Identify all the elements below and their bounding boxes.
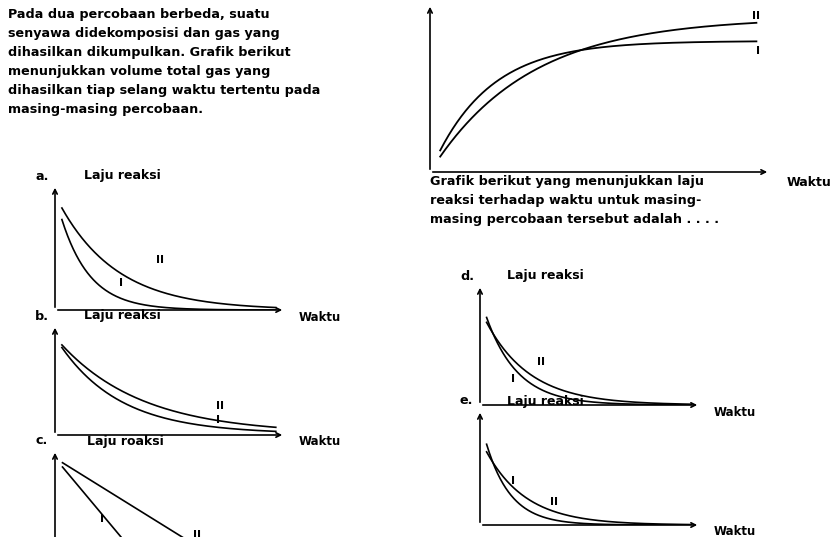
Text: Laju roaksi: Laju roaksi (87, 434, 164, 447)
Text: Laju reaksi: Laju reaksi (84, 309, 160, 323)
Text: II: II (752, 11, 760, 21)
Text: Laju reaksi: Laju reaksi (84, 170, 160, 183)
Text: I: I (100, 514, 104, 524)
Text: Pada dua percobaan berbeda, suatu
senyawa didekomposisi dan gas yang
dihasilkan : Pada dua percobaan berbeda, suatu senyaw… (8, 8, 321, 116)
Text: a.: a. (35, 170, 48, 183)
Text: e.: e. (460, 395, 474, 408)
Text: Grafik berikut yang menunjukkan laju
reaksi terhadap waktu untuk masing-
masing : Grafik berikut yang menunjukkan laju rea… (430, 175, 719, 226)
Text: II: II (537, 357, 545, 367)
Text: I: I (756, 46, 760, 56)
Text: I: I (511, 476, 514, 487)
Text: Waktu: Waktu (713, 525, 755, 537)
Text: Waktu: Waktu (299, 435, 341, 448)
Text: II: II (156, 255, 165, 265)
Text: II: II (550, 497, 558, 507)
Text: I: I (216, 415, 220, 425)
Text: c.: c. (35, 434, 47, 447)
Text: Waktu: Waktu (713, 405, 755, 419)
Text: I: I (120, 278, 123, 287)
Text: II: II (216, 401, 224, 411)
Text: II: II (193, 530, 200, 537)
Text: Laju reaksi: Laju reaksi (507, 270, 583, 282)
Text: Waktu: Waktu (787, 176, 831, 188)
Text: I: I (511, 374, 514, 383)
Text: Laju reaksi: Laju reaksi (507, 395, 583, 408)
Text: Waktu: Waktu (299, 311, 341, 324)
Text: d.: d. (460, 270, 474, 282)
Text: b.: b. (35, 309, 49, 323)
